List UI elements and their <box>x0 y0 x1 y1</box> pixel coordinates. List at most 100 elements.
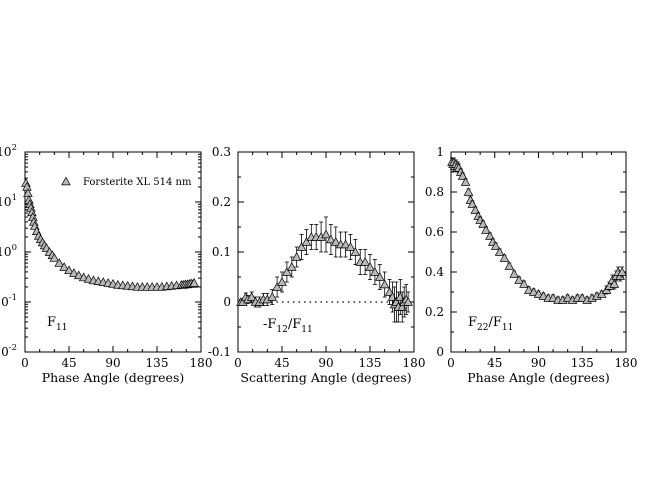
data-point <box>490 241 501 250</box>
series-1-0 <box>236 216 413 323</box>
data-point <box>345 242 356 251</box>
x-tick-label: 90 <box>105 356 120 370</box>
y-tick-exponent: -2 <box>9 343 17 353</box>
data-point <box>494 247 505 256</box>
y-tick-label: 10-1 <box>0 293 17 309</box>
data-point <box>272 282 282 291</box>
y-tick-label: 0.8 <box>425 185 444 199</box>
legend-marker <box>61 176 71 186</box>
data-point <box>69 268 79 277</box>
x-axis-title: Phase Angle (degrees) <box>42 370 185 385</box>
data-point <box>457 171 468 180</box>
x-tick-label: 90 <box>531 356 546 370</box>
data-point <box>277 277 287 286</box>
x-tick-label: 180 <box>615 356 638 370</box>
data-point <box>350 247 361 256</box>
y-tick-label: -0.1 <box>208 345 231 359</box>
data-point <box>379 279 390 289</box>
y-tick-base: 10 <box>0 345 9 359</box>
data-point <box>463 187 474 196</box>
data-point <box>609 279 620 288</box>
data-point <box>73 270 84 280</box>
y-tick-label: 1 <box>436 145 444 159</box>
panel-label-sub: 11 <box>56 323 67 333</box>
y-tick-exponent: 1 <box>12 193 17 203</box>
panel-label-main2: /F <box>488 315 501 330</box>
data-point <box>509 269 519 278</box>
y-tick-exponent: -1 <box>9 293 17 303</box>
data-point <box>403 297 413 306</box>
y-tick-label: 0.4 <box>425 265 444 279</box>
data-point <box>321 229 331 239</box>
y-tick-label: 0 <box>436 345 444 359</box>
y-tick-label: 0.3 <box>212 145 231 159</box>
y-tick-base: 10 <box>0 295 9 309</box>
series-2-0 <box>447 157 627 304</box>
x-tick-label: 45 <box>274 356 289 370</box>
panel-label-main: F <box>468 315 477 330</box>
x-axis-title: Scattering Angle (degrees) <box>240 370 411 385</box>
data-point <box>514 275 524 284</box>
data-point <box>467 199 478 208</box>
y-tick-base: 10 <box>0 245 12 259</box>
y-tick-label: 101 <box>0 193 17 209</box>
plot-frame <box>450 151 627 353</box>
data-point <box>189 278 199 287</box>
x-tick-label: 0 <box>21 356 29 370</box>
y-tick-exponent: 2 <box>12 143 17 153</box>
panel-label-main: -F <box>263 317 276 332</box>
y-tick-exponent: 0 <box>12 243 17 253</box>
data-point <box>548 293 558 302</box>
f22-panel: 0 45 90 135 180 1 0.8 0.6 0.4 0.2 0 Phase Angle (de… <box>425 145 638 385</box>
x-tick-label: 135 <box>146 356 169 370</box>
data-point <box>286 262 297 271</box>
x-tick-label: 45 <box>487 356 502 370</box>
x-tick-label: 180 <box>190 356 213 370</box>
data-point <box>562 293 573 302</box>
data-point <box>59 262 69 271</box>
data-point <box>528 287 539 296</box>
panel-label-main: F <box>47 315 56 330</box>
data-point <box>64 265 74 275</box>
data-point <box>499 253 510 262</box>
data-point <box>538 291 549 300</box>
legend-label: Forsterite XL 514 nm <box>83 177 192 188</box>
panel-label-sub: 12 <box>276 325 287 335</box>
x-tick-label: 135 <box>359 356 382 370</box>
data-point <box>330 237 341 246</box>
x-tick-label: 135 <box>571 356 594 370</box>
x-axis-title: Phase Angle (degrees) <box>467 370 610 385</box>
panel-label-sub2: 11 <box>502 323 513 333</box>
data-point <box>282 267 292 276</box>
data-point <box>533 289 544 298</box>
y-tick-label: 10-2 <box>0 343 17 359</box>
y-tick-label: 0 <box>223 295 231 309</box>
data-point <box>291 252 302 261</box>
data-point <box>78 272 89 282</box>
data-point <box>384 287 395 296</box>
x-tick-label: 90 <box>318 356 333 370</box>
data-point <box>374 272 385 281</box>
y-tick-label: 0.2 <box>212 195 231 209</box>
data-point <box>365 262 375 271</box>
x-tick-label: 0 <box>447 356 455 370</box>
data-point <box>478 219 488 228</box>
data-point <box>340 239 351 249</box>
y-tick-base: 10 <box>0 145 12 159</box>
y-tick-label: 102 <box>0 143 17 159</box>
data-point <box>296 242 307 251</box>
data-point <box>504 261 515 270</box>
panel-label-main2: /F <box>288 317 301 332</box>
data-point <box>83 273 94 283</box>
panel-label: F22/F11 <box>468 315 513 333</box>
y-tick-label: 0.6 <box>425 225 444 239</box>
panel-label-sub: 22 <box>477 323 488 333</box>
data-point <box>54 258 65 267</box>
data-point <box>460 177 471 186</box>
data-point <box>370 267 380 276</box>
data-point <box>23 188 33 197</box>
y-tick-base: 10 <box>0 195 12 209</box>
